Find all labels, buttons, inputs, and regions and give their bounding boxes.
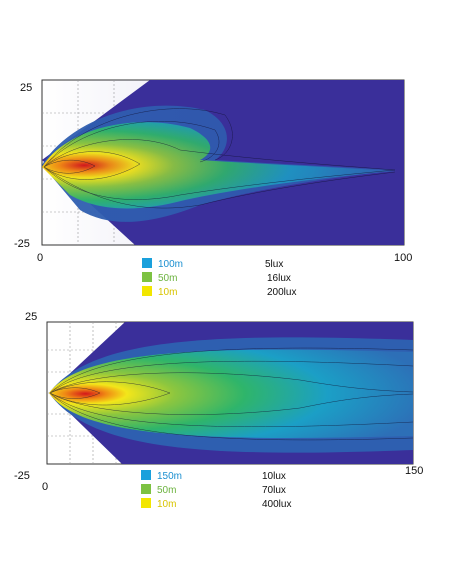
legend-distance: 50m xyxy=(157,485,176,496)
chart-2-x-tick-left: 0 xyxy=(42,481,48,493)
chart-1-x-tick-left: 0 xyxy=(37,252,43,264)
chart-1-fade xyxy=(42,80,404,245)
legend-lux: 16lux xyxy=(267,273,291,284)
chart-2-legend: 150m 10lux 50m 70lux 10m 400lux xyxy=(141,470,291,510)
legend-swatch xyxy=(141,484,151,494)
chart-1-y-tick-top: 25 xyxy=(20,82,32,94)
legend-swatch xyxy=(142,258,152,268)
legend-lux: 5lux xyxy=(265,259,283,270)
legend-lux: 200lux xyxy=(267,287,296,298)
chart-1-x-tick-right: 100 xyxy=(394,252,412,264)
chart-2-y-tick-bottom: -25 xyxy=(14,470,30,482)
chart-2-y-tick-top: 25 xyxy=(25,311,37,323)
chart-1: 25 -25 0 100 100m 5lux 50m 16lux 10m 200… xyxy=(14,79,412,298)
chart-1-y-tick-bottom: -25 xyxy=(14,238,30,250)
chart-2-x-tick-right: 150 xyxy=(405,465,423,477)
chart-2: 25 -25 0 150 150m 10lux 50m 70lux 10m 40… xyxy=(14,311,423,510)
legend-swatch xyxy=(142,286,152,296)
legend-distance: 50m xyxy=(158,273,177,284)
legend-distance: 10m xyxy=(157,499,176,510)
legend-lux: 10lux xyxy=(262,471,286,482)
legend-distance: 10m xyxy=(158,287,177,298)
chart-2-isolux-lines xyxy=(49,347,413,441)
chart-2-beam-core xyxy=(49,349,413,438)
legend-swatch xyxy=(141,470,151,480)
chart-1-legend: 100m 5lux 50m 16lux 10m 200lux xyxy=(142,258,296,298)
legend-swatch xyxy=(142,272,152,282)
legend-lux: 400lux xyxy=(262,499,291,510)
legend-lux: 70lux xyxy=(262,485,286,496)
legend-distance: 150m xyxy=(157,471,182,482)
legend-distance: 100m xyxy=(158,259,183,270)
legend-swatch xyxy=(141,498,151,508)
chart-1-isolux-lines xyxy=(43,108,396,209)
